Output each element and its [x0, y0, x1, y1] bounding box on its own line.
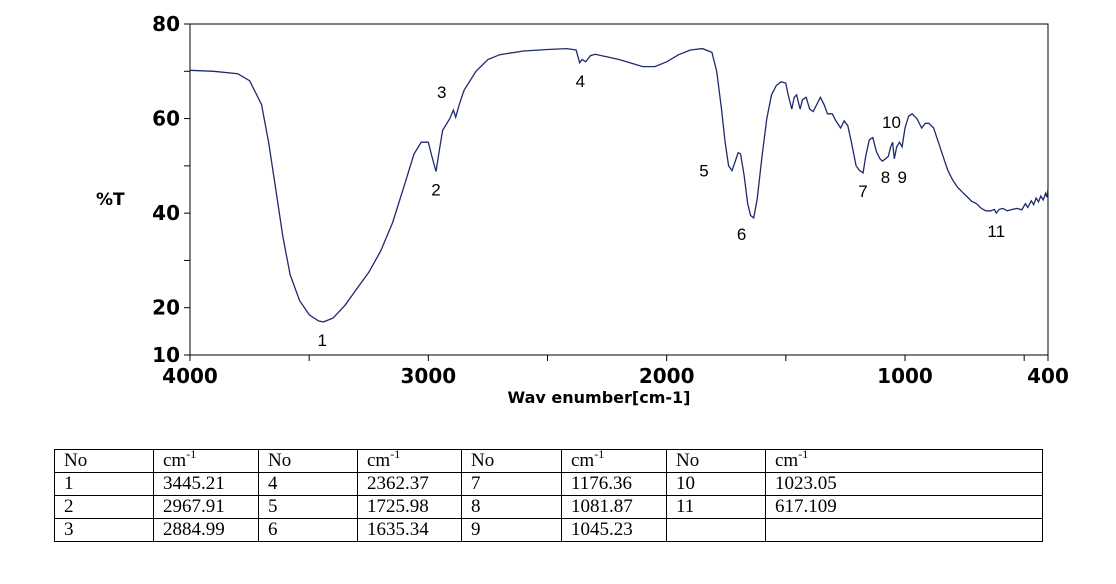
plot-frame	[189, 23, 1049, 356]
table-row: 3 2884.99 6 1635.34 9 1045.23	[54, 518, 1043, 542]
peak-label-8: 8	[881, 168, 890, 187]
y-tick-label-40: 40	[152, 201, 180, 225]
table-header-row: No cm-1 No cm-1 No cm-1 No cm-1	[54, 448, 1043, 473]
peak-number-cell: 6	[258, 518, 358, 542]
peak-label-9: 9	[897, 168, 906, 187]
x-tick-label-3000: 3000	[400, 364, 456, 388]
wavenumber-cell: 2967.91	[153, 495, 259, 519]
peak-label-4: 4	[576, 72, 585, 91]
table-row: 1 3445.21 4 2362.37 7 1176.36 10 1023.05	[54, 472, 1043, 496]
peak-label-7: 7	[858, 182, 867, 201]
y-tick-label-80: 80	[152, 12, 180, 36]
x-tick-label-1000: 1000	[877, 364, 933, 388]
wavenumber-cell: 1176.36	[561, 472, 667, 496]
peak-number-cell: 10	[666, 472, 766, 496]
y-axis-ticks: 10 20 40 60 80	[152, 12, 190, 367]
peak-number-cell: 11	[666, 495, 766, 519]
peak-label-5: 5	[699, 162, 708, 181]
y-tick-label-60: 60	[152, 107, 180, 131]
peak-number-cell: 8	[461, 495, 562, 519]
peak-label-10: 10	[882, 113, 901, 132]
wavenumber-cell: 1045.23	[561, 518, 667, 542]
peak-number-cell: 7	[461, 472, 562, 496]
wavenumber-cell: 617.109	[765, 495, 1043, 519]
wavenumber-cell: 1023.05	[765, 472, 1043, 496]
peak-label-2: 2	[431, 181, 440, 200]
peak-number-cell	[666, 518, 766, 542]
header-wavenumber: cm-1	[561, 448, 667, 473]
y-axis-label: %T	[96, 190, 125, 210]
peak-number-cell: 5	[258, 495, 358, 519]
x-tick-label-4000: 4000	[162, 364, 218, 388]
wavenumber-cell: 2884.99	[153, 518, 259, 542]
x-tick-label-400: 400	[1027, 364, 1069, 388]
spectrum-line	[189, 47, 1049, 323]
peak-table: No cm-1 No cm-1 No cm-1 No cm-1 1 3445.21 4 2362.37…	[54, 448, 1043, 542]
peak-label-1: 1	[317, 331, 326, 350]
wavenumber-cell: 2362.37	[357, 472, 462, 496]
x-tick-label-2000: 2000	[639, 364, 695, 388]
header-no: No	[54, 449, 154, 473]
header-wavenumber: cm-1	[153, 448, 259, 473]
y-tick-label-10: 10	[152, 343, 180, 367]
header-wavenumber: cm-1	[357, 448, 462, 473]
peak-number-cell: 4	[258, 472, 358, 496]
wavenumber-cell: 1725.98	[357, 495, 462, 519]
y-tick-label-20: 20	[152, 296, 180, 320]
header-no: No	[258, 449, 358, 473]
header-no: No	[461, 449, 562, 473]
peak-label-11: 11	[987, 222, 1005, 241]
peak-label-3: 3	[437, 83, 446, 102]
table-row: 2 2967.91 5 1725.98 8 1081.87 11 617.109	[54, 495, 1043, 519]
wavenumber-cell: 1081.87	[561, 495, 667, 519]
peak-number-cell: 1	[54, 472, 154, 496]
peak-number-cell: 9	[461, 518, 562, 542]
wavenumber-cell	[765, 518, 1043, 542]
x-axis-label: Wav enumber[cm-1]	[508, 388, 691, 407]
wavenumber-cell: 3445.21	[153, 472, 259, 496]
peak-number-cell: 3	[54, 518, 154, 542]
ir-spectrum-chart: 10 20 40 60 80 4000 3000 2000 1000 400 1 2 3 4 5 6 78 9…	[96, 12, 1069, 407]
header-no: No	[666, 449, 766, 473]
peak-labels: 1 2 3 4 5 6 78 9 10 11	[317, 72, 1005, 350]
header-wavenumber: cm-1	[765, 448, 1043, 473]
x-axis-ticks: 4000 3000 2000 1000 400	[162, 355, 1069, 388]
peak-label-6: 6	[737, 225, 746, 244]
peak-number-cell: 2	[54, 495, 154, 519]
wavenumber-cell: 1635.34	[357, 518, 462, 542]
